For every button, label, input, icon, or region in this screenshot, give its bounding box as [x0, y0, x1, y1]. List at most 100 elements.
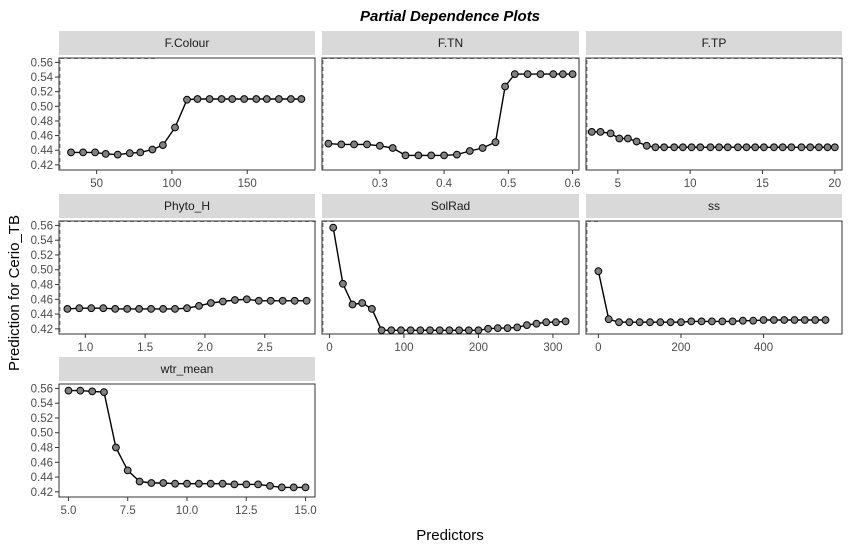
chart-title: Partial Dependence Plots	[360, 8, 540, 25]
data-point	[183, 95, 191, 104]
data-point	[287, 95, 295, 103]
data-point	[67, 148, 75, 157]
data-point	[478, 144, 487, 152]
data-point	[135, 477, 144, 486]
x-tick-label: 10.0	[176, 505, 198, 517]
x-tick-label: 50	[90, 178, 103, 190]
data-point	[670, 143, 679, 152]
data-point	[302, 296, 311, 305]
data-point	[728, 317, 737, 326]
data-point	[228, 95, 237, 103]
x-tick-label: 150	[238, 178, 257, 190]
data-point	[706, 143, 715, 152]
y-tick-label: 0.56	[31, 220, 53, 232]
y-tick-label: 0.46	[31, 457, 53, 469]
panel-border-f-tp	[585, 57, 843, 171]
y-tick-label: 0.54	[31, 398, 54, 410]
data-point	[542, 318, 551, 327]
panel-border-f-colour	[58, 57, 316, 171]
facet-f-tp: F.TP 5 10 15 20	[585, 31, 843, 190]
rug-f-colour-0	[59, 58, 155, 169]
data-point	[587, 128, 596, 136]
rug-f-tp-0	[586, 58, 843, 169]
x-tick-label: 200	[469, 342, 488, 354]
data-point	[348, 300, 357, 309]
data-point	[219, 297, 227, 306]
data-point	[677, 318, 685, 327]
data-point	[275, 95, 283, 103]
data-point	[101, 150, 110, 158]
x-tick-label: 0	[595, 342, 601, 354]
data-point	[723, 143, 732, 152]
data-point	[75, 304, 84, 313]
data-point	[123, 466, 132, 475]
data-point	[823, 143, 832, 152]
data-point	[76, 386, 85, 395]
series-line-f-tp	[591, 131, 835, 149]
y-tick-label: 0.50	[31, 265, 53, 277]
data-point	[484, 324, 493, 333]
data-point	[363, 140, 371, 149]
data-point	[231, 296, 239, 304]
data-point	[679, 143, 687, 152]
data-point	[491, 138, 500, 147]
data-point	[552, 318, 560, 327]
data-point	[624, 134, 632, 143]
facet-strip-ss	[586, 194, 842, 218]
data-point	[594, 267, 603, 276]
data-point	[183, 304, 191, 313]
x-tick-label: 200	[671, 342, 690, 354]
y-axis-title: Prediction for Cerio_TB	[6, 215, 23, 371]
x-tick-label: 12.5	[235, 505, 257, 517]
rug-phyto-h-0	[59, 221, 316, 332]
data-point	[787, 143, 796, 152]
data-point	[79, 148, 87, 157]
y-tick-label: 0.56	[31, 383, 53, 395]
x-tick-label: 0.6	[565, 178, 581, 190]
facet-phyto-h: Phyto_H 0.42 0.44 0.46 0.48 0.50 0.52 0.54 0.56 1…	[31, 194, 316, 354]
x-tick-label: 300	[543, 342, 562, 354]
data-point	[324, 139, 333, 148]
data-point	[159, 141, 167, 150]
data-point	[604, 315, 613, 324]
data-point	[112, 443, 120, 452]
data-point	[455, 326, 464, 335]
x-tick-label: 1.5	[137, 342, 153, 354]
data-point	[532, 319, 541, 328]
data-point	[350, 140, 359, 149]
x-tick-label: 100	[394, 342, 413, 354]
y-tick-label: 0.54	[31, 235, 54, 247]
data-point	[687, 317, 696, 326]
data-point	[615, 318, 623, 327]
data-point	[87, 304, 96, 313]
data-point	[329, 223, 338, 232]
data-point	[739, 316, 747, 325]
data-point	[536, 70, 545, 78]
data-point	[111, 305, 120, 313]
data-point	[759, 316, 768, 324]
data-point	[337, 140, 346, 149]
data-point	[217, 95, 226, 103]
y-tick-label: 0.42	[31, 487, 53, 499]
data-point	[289, 483, 298, 492]
rug-f-tn-0	[322, 58, 579, 169]
data-point	[770, 316, 778, 324]
x-tick-label: 15	[756, 178, 769, 190]
data-point	[830, 143, 839, 152]
x-tick-label: 10	[684, 178, 697, 190]
data-point	[708, 317, 716, 326]
x-tick-label: 7.5	[120, 505, 136, 517]
data-point	[414, 151, 423, 160]
data-point	[277, 483, 286, 492]
panel-border-wtr-mean	[58, 383, 316, 498]
data-point	[193, 95, 202, 103]
data-point	[632, 137, 641, 146]
data-point	[503, 324, 512, 333]
data-point	[715, 143, 723, 152]
data-point	[656, 318, 665, 327]
data-point	[561, 317, 570, 326]
data-point	[278, 296, 287, 305]
data-point	[401, 151, 410, 160]
data-point	[697, 317, 706, 326]
y-tick-label: 0.46	[31, 131, 53, 143]
